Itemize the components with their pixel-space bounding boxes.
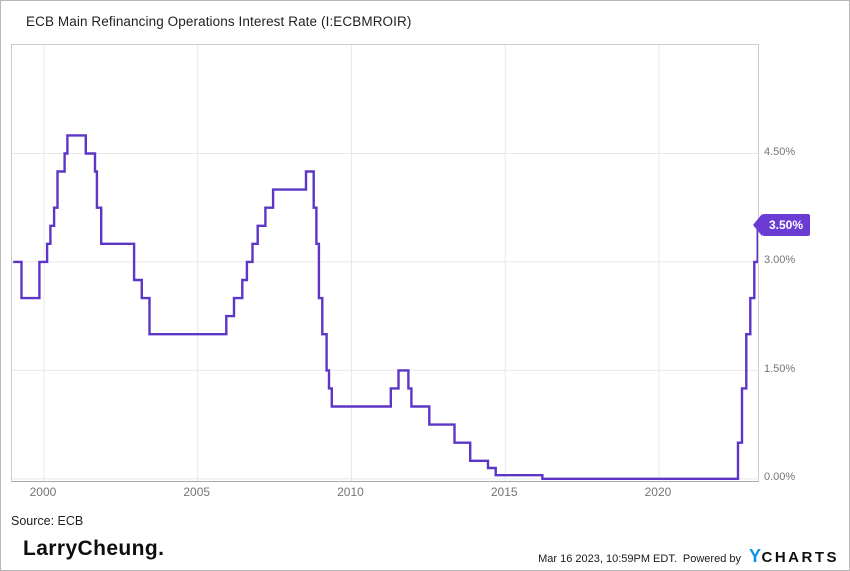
x-tick-label: 2020 (644, 485, 672, 499)
ycharts-logo[interactable]: Y CHARTS (749, 546, 839, 567)
x-tick-label: 2010 (337, 485, 364, 499)
rate-line-chart (12, 45, 758, 481)
x-tick-label: 2015 (490, 485, 518, 499)
y-tick-label: 0.00% (764, 471, 796, 484)
x-tick-label: 2000 (29, 485, 57, 499)
ycharts-logo-y: Y (748, 546, 762, 566)
plot-area[interactable] (11, 44, 759, 482)
badge-label: 3.50% (762, 213, 811, 236)
last-value-badge: 3.50% (753, 213, 811, 236)
ycharts-logo-charts: CHARTS (761, 549, 839, 566)
y-tick-label: 3.00% (764, 254, 796, 267)
powered-by-label: Powered by (682, 553, 741, 565)
attribution-bar: Mar 16 2023, 10:59PM EDT. Powered by Y CH… (538, 546, 839, 567)
x-tick-label: 2005 (183, 485, 211, 499)
badge-arrow-icon (753, 213, 762, 236)
timestamp: Mar 16 2023, 10:59PM EDT. (538, 553, 677, 565)
source-label: Source: ECB (11, 514, 84, 528)
y-tick-label: 4.50% (764, 145, 796, 158)
brand-logo: LarryCheung. (23, 537, 165, 560)
y-tick-label: 1.50% (764, 362, 796, 375)
rate-line-series (13, 134, 758, 480)
chart-title: ECB Main Refinancing Operations Interest… (26, 14, 412, 29)
